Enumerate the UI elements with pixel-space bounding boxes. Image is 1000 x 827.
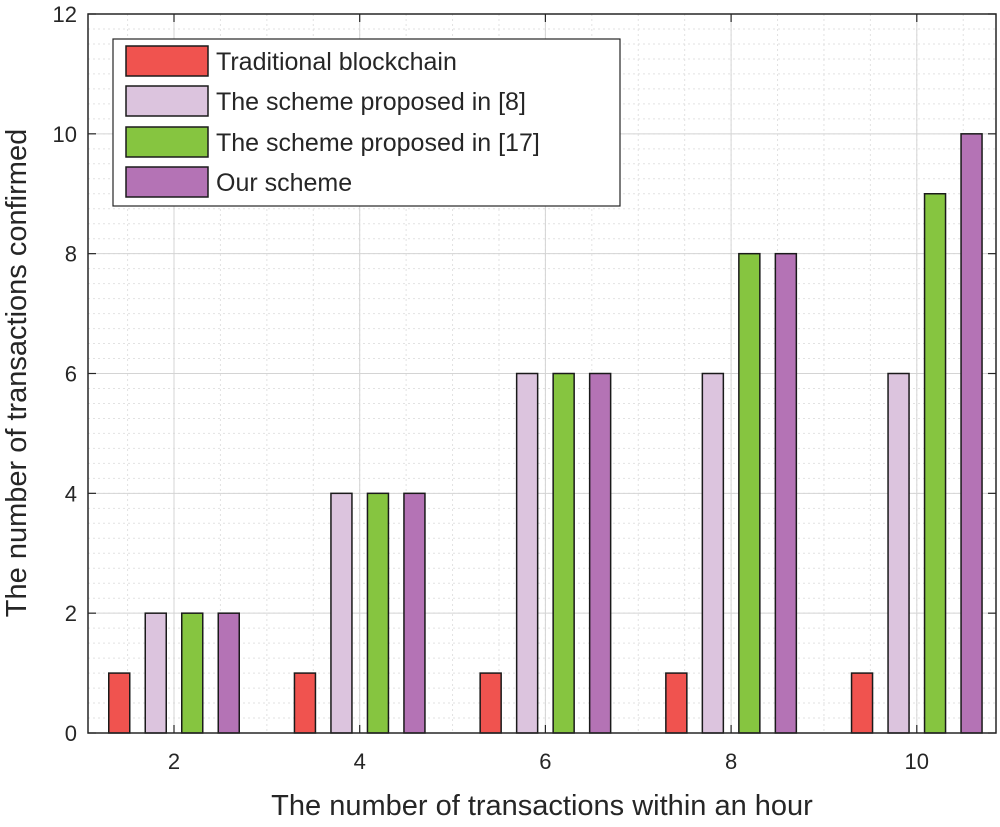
legend-swatch-traditional	[125, 45, 209, 77]
bar	[923, 193, 947, 734]
bar	[701, 372, 725, 734]
y-axis-ticks: 0 2 4 6 8 10 12	[53, 2, 996, 746]
legend-label-our-scheme: Our scheme	[216, 169, 352, 197]
x-tick-label: 10	[905, 749, 929, 774]
bar	[515, 372, 539, 734]
bar	[887, 372, 910, 734]
bar	[738, 252, 761, 734]
legend: Traditional blockchain The scheme propos…	[112, 38, 621, 207]
y-tick-label: 12	[53, 2, 77, 27]
bar	[108, 672, 131, 734]
bar	[665, 672, 688, 734]
bar	[588, 372, 612, 734]
bar	[144, 612, 167, 734]
y-tick-label: 0	[65, 721, 77, 746]
bar	[293, 672, 317, 734]
y-tick-label: 10	[53, 122, 77, 147]
x-axis-label: The number of transactions within an hou…	[271, 790, 813, 822]
x-tick-label: 6	[539, 749, 551, 774]
bar	[403, 492, 426, 734]
bar	[479, 672, 502, 734]
bar	[217, 612, 240, 734]
y-tick-label: 2	[65, 601, 77, 626]
legend-swatch-scheme-17	[125, 126, 209, 158]
bar	[960, 133, 983, 734]
bar	[330, 492, 353, 734]
legend-swatch-our-scheme	[125, 166, 209, 198]
x-axis-ticks: 2 4 6 8 10	[168, 14, 929, 774]
bar	[850, 672, 874, 734]
bar	[774, 252, 798, 734]
x-tick-label: 2	[168, 749, 180, 774]
y-tick-label: 4	[65, 481, 77, 506]
y-axis-label: The number of transactions confirmed	[1, 129, 33, 617]
legend-swatch-scheme-8	[125, 85, 209, 117]
y-tick-label: 8	[65, 242, 77, 267]
bar	[366, 492, 390, 734]
legend-label-scheme-8: The scheme proposed in [8]	[216, 88, 526, 116]
y-tick-label: 6	[65, 362, 77, 387]
x-tick-label: 8	[725, 749, 737, 774]
legend-label-traditional: Traditional blockchain	[216, 48, 457, 76]
bar	[552, 372, 575, 734]
bar	[181, 612, 204, 734]
x-tick-label: 4	[354, 749, 366, 774]
legend-label-scheme-17: The scheme proposed in [17]	[216, 129, 540, 157]
